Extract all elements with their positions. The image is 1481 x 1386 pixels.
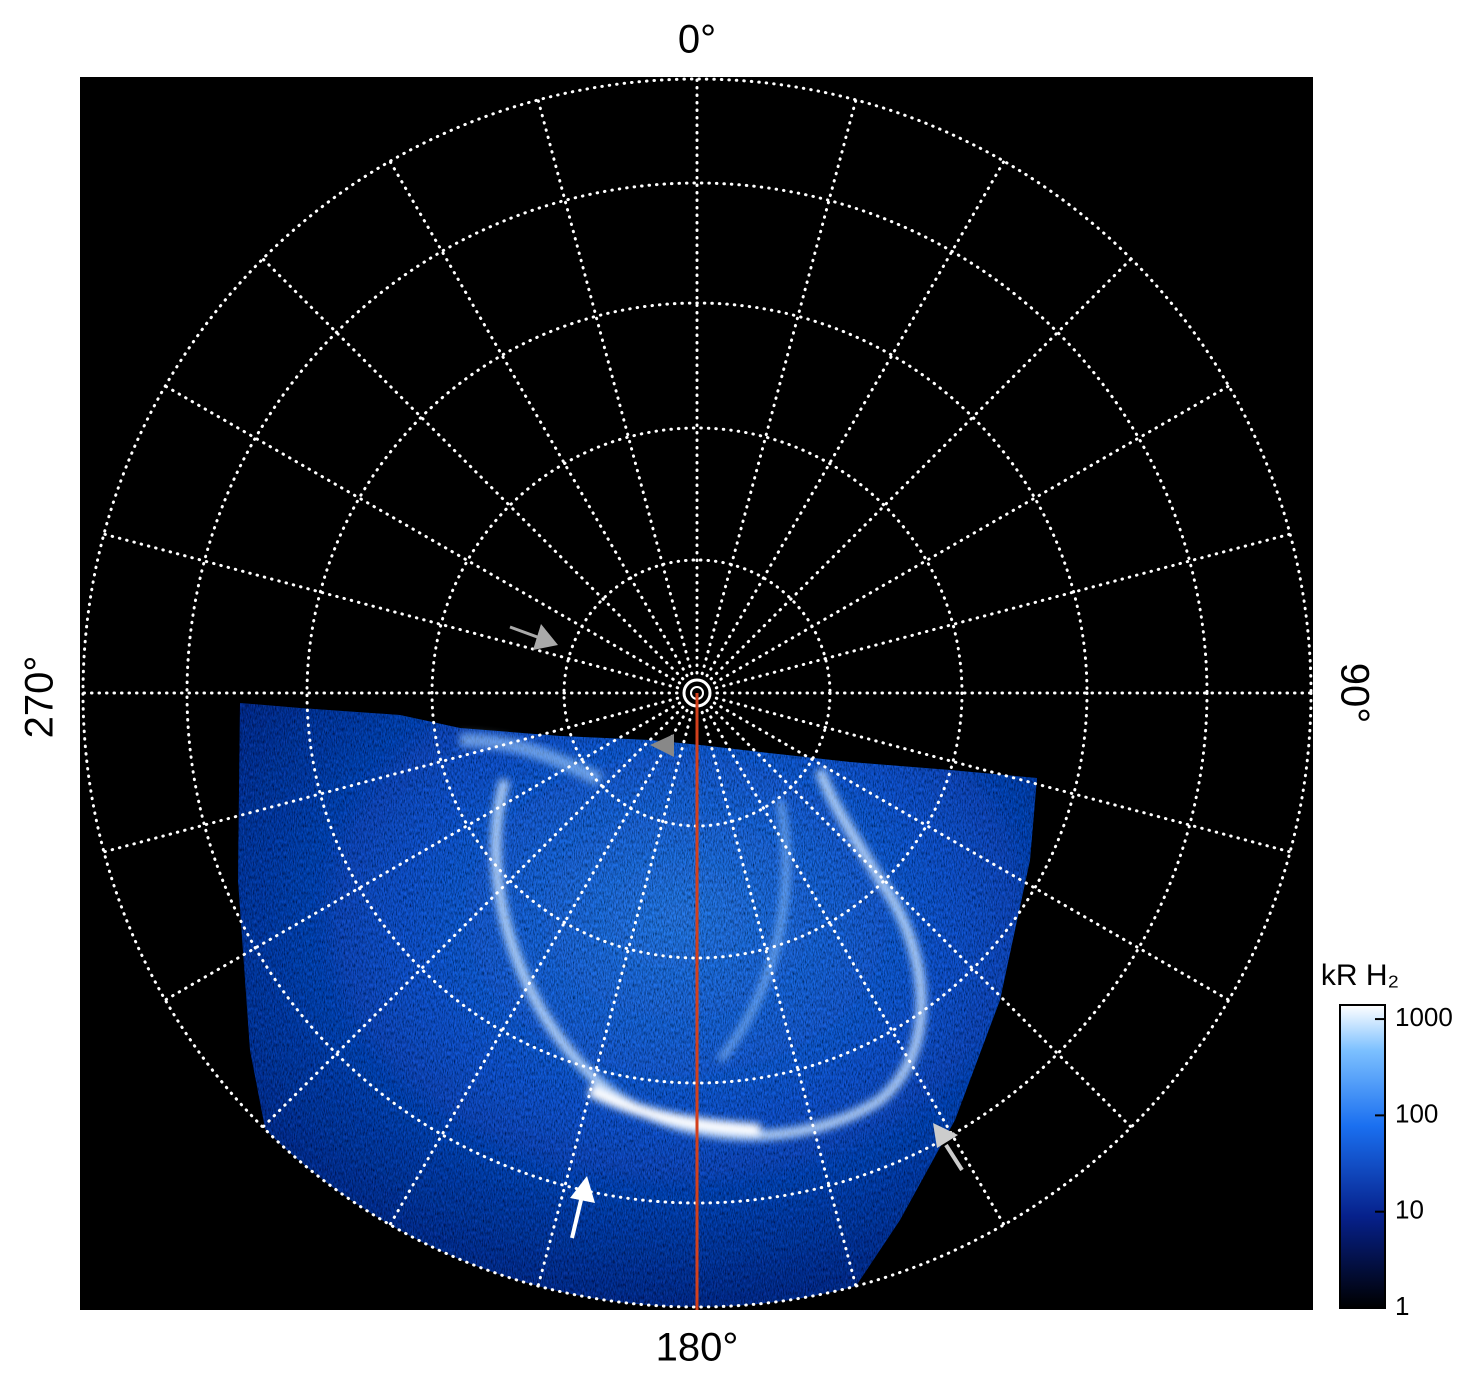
grid-spoke [536,710,694,1288]
grid-circle [430,426,964,960]
colorbar [1339,1004,1386,1309]
grid-spoke [536,98,694,676]
colorbar-tick-label: 1000 [1395,1002,1453,1032]
grid-spoke [709,257,1133,681]
grid-spoke [388,159,689,678]
grid-circle [305,301,1089,1085]
grid-spoke [102,696,680,854]
grid-spoke [102,532,680,690]
grid-spoke [163,384,682,685]
colorbar-tick-label: 1 [1395,1291,1409,1321]
label-bottom: 180° [656,1326,739,1370]
grid-spoke [700,98,858,676]
grid-spoke [261,705,685,1129]
colorbar-ticks: 1 10 100 1000 [1375,1002,1453,1321]
grid-spoke [714,696,1292,854]
grid-spoke [712,701,1231,1002]
colorbar-tick-label: 10 [1395,1195,1424,1225]
colorbar-tick-label: 100 [1395,1098,1438,1128]
grid-spoke [705,159,1006,678]
arrows [509,624,964,1239]
label-left: 270° [18,656,62,739]
grid-spoke [712,384,1231,685]
grid-spoke [388,708,689,1227]
grid-spoke [714,532,1292,690]
colorbar-title: kR H₂ [1321,959,1399,992]
grid-spoke [163,701,682,1002]
grid-spoke [709,705,1133,1129]
grid-spoke [705,708,1006,1227]
label-top: 0° [678,18,716,62]
label-right: 90° [1332,663,1376,724]
aurora-image [238,703,1037,1307]
grid-spoke [261,257,685,681]
grid-spoke [700,710,858,1288]
